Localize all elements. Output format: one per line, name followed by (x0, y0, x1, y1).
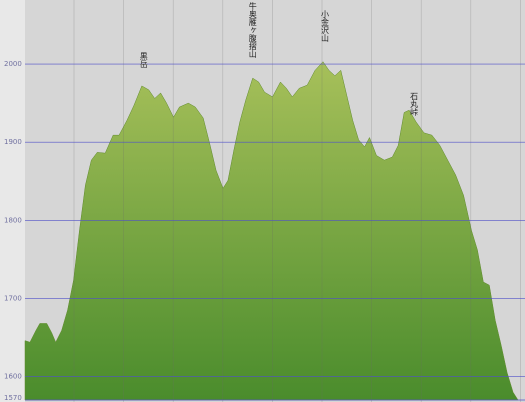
axis-margin (0, 0, 25, 402)
y-tick-label: 1570 (4, 394, 22, 402)
y-tick-label: 2000 (4, 60, 22, 68)
peak-annotation: 石丸峠 (410, 92, 419, 117)
peak-annotation: 牛奥雁ヶ腹摺山 (248, 1, 257, 59)
elevation-area (24, 61, 519, 401)
y-tick-label: 1900 (4, 138, 22, 146)
peak-annotation: 小金沢山 (320, 10, 329, 43)
y-tick-label: 1800 (4, 216, 22, 224)
peak-annotation: 黒岳 (139, 52, 148, 69)
y-tick-label: 1700 (4, 294, 22, 302)
y-tick-label: 1600 (4, 373, 22, 381)
